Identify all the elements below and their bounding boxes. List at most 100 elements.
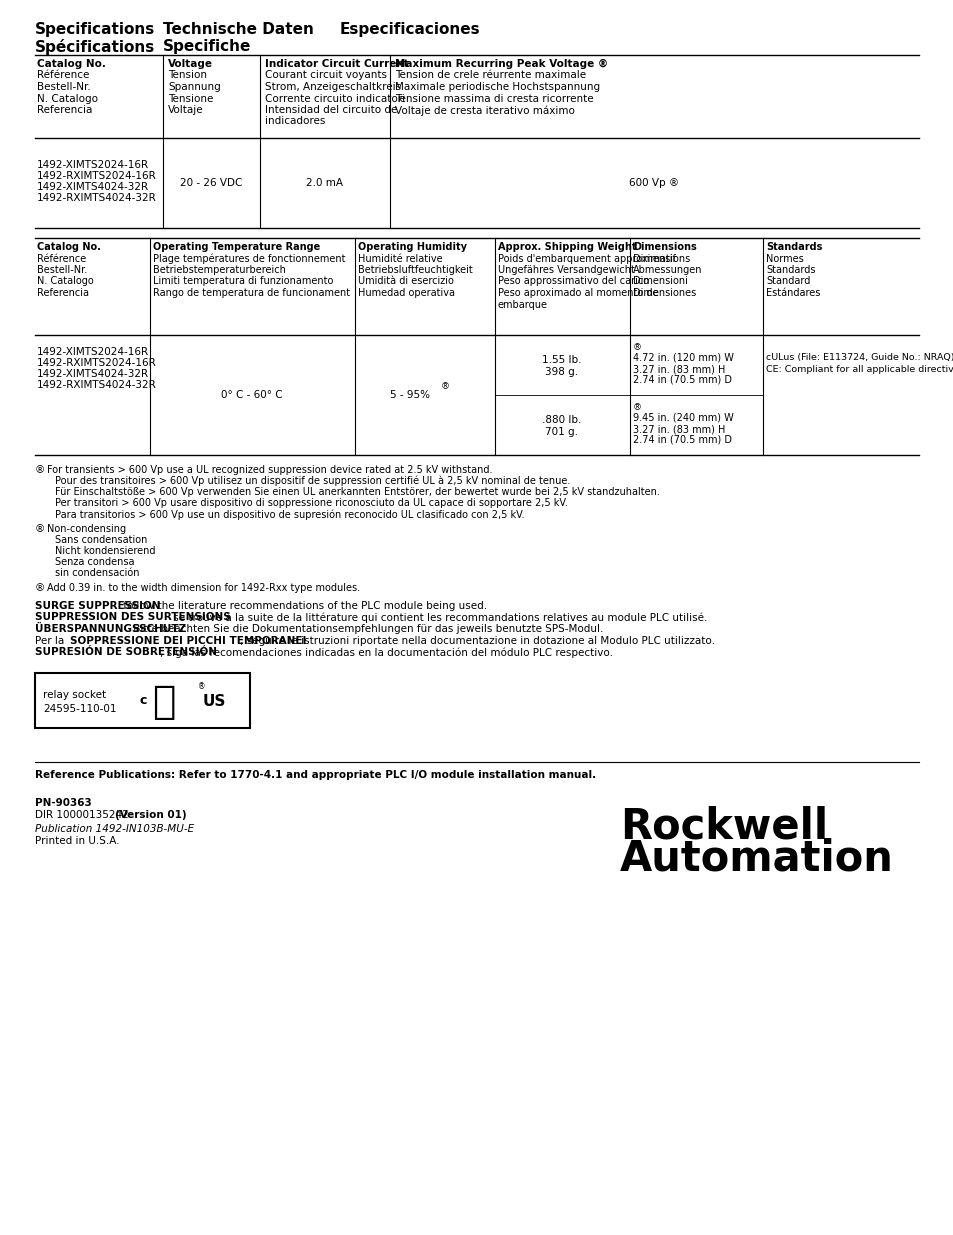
Text: Für Einschaltstöße > 600 Vp verwenden Sie einen UL anerkannten Entstörer, der be: Für Einschaltstöße > 600 Vp verwenden Si… bbox=[55, 487, 659, 496]
Text: 2.0 mA: 2.0 mA bbox=[306, 178, 343, 188]
Text: Operating Humidity: Operating Humidity bbox=[357, 242, 467, 252]
Text: Poids d'embarquement approximatif: Poids d'embarquement approximatif bbox=[497, 253, 675, 263]
Text: Technische Daten: Technische Daten bbox=[163, 22, 314, 37]
Text: Betriebstemperaturbereich: Betriebstemperaturbereich bbox=[152, 266, 286, 275]
Text: Operating Temperature Range: Operating Temperature Range bbox=[152, 242, 320, 252]
Text: Plage températures de fonctionnement: Plage températures de fonctionnement bbox=[152, 253, 345, 264]
Text: se trouve à la suite de la littérature qui contient les recommandations relative: se trouve à la suite de la littérature q… bbox=[170, 613, 706, 622]
Text: 3.27 in. (83 mm) H: 3.27 in. (83 mm) H bbox=[633, 424, 724, 433]
Text: Rockwell: Rockwell bbox=[619, 805, 827, 847]
Text: 2.74 in (70.5 mm) D: 2.74 in (70.5 mm) D bbox=[633, 435, 731, 445]
Text: Peso approssimativo del carico: Peso approssimativo del carico bbox=[497, 277, 648, 287]
Text: Voltaje: Voltaje bbox=[168, 105, 203, 115]
Text: Référence: Référence bbox=[37, 253, 86, 263]
Text: Voltage: Voltage bbox=[168, 59, 213, 69]
Text: Especificaciones: Especificaciones bbox=[339, 22, 480, 37]
Text: 1492-XIMTS4024-32R: 1492-XIMTS4024-32R bbox=[37, 182, 149, 191]
Text: Per transitori > 600 Vp usare dispositivo di soppressione riconosciuto da UL cap: Per transitori > 600 Vp usare dispositiv… bbox=[55, 498, 567, 508]
Text: embarque: embarque bbox=[497, 300, 547, 310]
Text: 1492-RXIMTS4024-32R: 1492-RXIMTS4024-32R bbox=[37, 380, 156, 390]
Text: Abmessungen: Abmessungen bbox=[633, 266, 701, 275]
Text: follow the literature recommendations of the PLC module being used.: follow the literature recommendations of… bbox=[120, 601, 487, 611]
Text: 0° C - 60° C: 0° C - 60° C bbox=[221, 390, 282, 400]
Text: Normes: Normes bbox=[765, 253, 803, 263]
Text: 701 g.: 701 g. bbox=[545, 427, 578, 437]
Text: Catalog No.: Catalog No. bbox=[37, 242, 101, 252]
Text: cULus (File: E113724, Guide No.: NRAQ): cULus (File: E113724, Guide No.: NRAQ) bbox=[765, 353, 953, 362]
Text: 1492-XIMTS4024-32R: 1492-XIMTS4024-32R bbox=[37, 369, 149, 379]
Text: Rango de temperatura de funcionament: Rango de temperatura de funcionament bbox=[152, 288, 350, 298]
Text: 1492-XIMTS2024-16R: 1492-XIMTS2024-16R bbox=[37, 347, 149, 357]
Text: Ⓤ: Ⓤ bbox=[152, 683, 175, 720]
Text: Sans condensation: Sans condensation bbox=[55, 535, 147, 545]
Text: 9.45 in. (240 mm) W: 9.45 in. (240 mm) W bbox=[633, 412, 733, 424]
Text: Tensione: Tensione bbox=[168, 94, 213, 104]
Text: Spannung: Spannung bbox=[168, 82, 220, 91]
Text: Bitte beachten Sie die Dokumentationsempfehlungen für das jeweils benutzte SPS-M: Bitte beachten Sie die Dokumentationsemp… bbox=[130, 624, 602, 634]
Text: 2.74 in (70.5 mm) D: 2.74 in (70.5 mm) D bbox=[633, 375, 731, 385]
Text: Dimensions: Dimensions bbox=[633, 242, 696, 252]
Text: 1492-RXIMTS2024-16R: 1492-RXIMTS2024-16R bbox=[37, 358, 156, 368]
Text: Bestell-Nr.: Bestell-Nr. bbox=[37, 266, 87, 275]
Text: Tension: Tension bbox=[168, 70, 207, 80]
Text: ®: ® bbox=[633, 403, 641, 412]
Text: Referencia: Referencia bbox=[37, 288, 89, 298]
Text: Peso aproximado al momento de: Peso aproximado al momento de bbox=[497, 288, 658, 298]
Text: Reference Publications: Refer to 1770-4.1 and appropriate PLC I/O module install: Reference Publications: Refer to 1770-4.… bbox=[35, 771, 596, 781]
Text: , seguire le istruzioni riportate nella documentazione in dotazione al Modulo PL: , seguire le istruzioni riportate nella … bbox=[240, 636, 714, 646]
Text: Dimensions: Dimensions bbox=[633, 253, 690, 263]
Text: For transients > 600 Vp use a UL recognized suppression device rated at 2.5 kV w: For transients > 600 Vp use a UL recogni… bbox=[47, 466, 492, 475]
Text: 24595-110-01: 24595-110-01 bbox=[43, 704, 116, 715]
Text: Humidité relative: Humidité relative bbox=[357, 253, 442, 263]
Text: 5 - 95%: 5 - 95% bbox=[390, 390, 430, 400]
Text: US: US bbox=[203, 694, 226, 709]
Text: Corrente circuito indicatori: Corrente circuito indicatori bbox=[265, 94, 405, 104]
Text: Indicator Circuit Current: Indicator Circuit Current bbox=[265, 59, 408, 69]
Text: 1492-RXIMTS4024-32R: 1492-RXIMTS4024-32R bbox=[37, 193, 156, 203]
Text: indicadores: indicadores bbox=[265, 116, 325, 126]
Text: Automation: Automation bbox=[619, 837, 893, 879]
Text: Referencia: Referencia bbox=[37, 105, 92, 115]
Text: SOPPRESSIONE DEI PICCHI TEMPORANEI: SOPPRESSIONE DEI PICCHI TEMPORANEI bbox=[70, 636, 306, 646]
Text: ÜBERSPANNUNGSSCHUTZ: ÜBERSPANNUNGSSCHUTZ bbox=[35, 624, 186, 634]
Text: Approx. Shipping Weight: Approx. Shipping Weight bbox=[497, 242, 636, 252]
Text: Standards: Standards bbox=[765, 266, 815, 275]
Text: 1492-XIMTS2024-16R: 1492-XIMTS2024-16R bbox=[37, 161, 149, 170]
Text: ®: ® bbox=[440, 383, 449, 391]
Text: Standard: Standard bbox=[765, 277, 809, 287]
Text: 20 - 26 VDC: 20 - 26 VDC bbox=[179, 178, 242, 188]
Text: Maximum Recurring Peak Voltage ®: Maximum Recurring Peak Voltage ® bbox=[395, 59, 607, 69]
Text: Tension de crele réurrente maximale: Tension de crele réurrente maximale bbox=[395, 70, 585, 80]
Text: PN-90363: PN-90363 bbox=[35, 798, 91, 808]
Text: SUPRESIÓN DE SOBRETENSIÓN: SUPRESIÓN DE SOBRETENSIÓN bbox=[35, 647, 216, 657]
Text: ®: ® bbox=[35, 524, 45, 534]
Text: N. Catalogo: N. Catalogo bbox=[37, 94, 98, 104]
Text: Dimensioni: Dimensioni bbox=[633, 277, 687, 287]
Text: Publication 1492-IN103B-MU-E: Publication 1492-IN103B-MU-E bbox=[35, 824, 193, 834]
Text: Per la: Per la bbox=[35, 636, 68, 646]
Text: Bestell-Nr.: Bestell-Nr. bbox=[37, 82, 91, 91]
Text: Add 0.39 in. to the width dimension for 1492-Rxx type modules.: Add 0.39 in. to the width dimension for … bbox=[47, 583, 359, 593]
Text: 1.55 lb.: 1.55 lb. bbox=[541, 354, 581, 366]
Text: Specifications: Specifications bbox=[35, 22, 155, 37]
Text: 600 Vp ®: 600 Vp ® bbox=[628, 178, 679, 188]
Text: c: c bbox=[140, 694, 147, 708]
Text: 4.72 in. (120 mm) W: 4.72 in. (120 mm) W bbox=[633, 353, 733, 363]
Text: Estándares: Estándares bbox=[765, 288, 820, 298]
Text: N. Catalogo: N. Catalogo bbox=[37, 277, 93, 287]
Text: Betriebsluftfeuchtigkeit: Betriebsluftfeuchtigkeit bbox=[357, 266, 473, 275]
Text: 3.27 in. (83 mm) H: 3.27 in. (83 mm) H bbox=[633, 364, 724, 374]
Text: Courant circuit voyants: Courant circuit voyants bbox=[265, 70, 387, 80]
Text: Spécifications: Spécifications bbox=[35, 40, 155, 56]
Text: Humedad operativa: Humedad operativa bbox=[357, 288, 455, 298]
Bar bbox=[35, 673, 250, 727]
Text: Senza condensa: Senza condensa bbox=[55, 557, 134, 567]
Text: Printed in U.S.A.: Printed in U.S.A. bbox=[35, 836, 119, 846]
Text: 398 g.: 398 g. bbox=[545, 367, 578, 377]
Text: Ungefähres Versandgewicht: Ungefähres Versandgewicht bbox=[497, 266, 634, 275]
Text: Nicht kondensierend: Nicht kondensierend bbox=[55, 546, 155, 556]
Text: (Version 01): (Version 01) bbox=[115, 810, 187, 820]
Text: Standards: Standards bbox=[765, 242, 821, 252]
Text: SURGE SUPPRESSION: SURGE SUPPRESSION bbox=[35, 601, 160, 611]
Text: Umidità di esercizio: Umidità di esercizio bbox=[357, 277, 454, 287]
